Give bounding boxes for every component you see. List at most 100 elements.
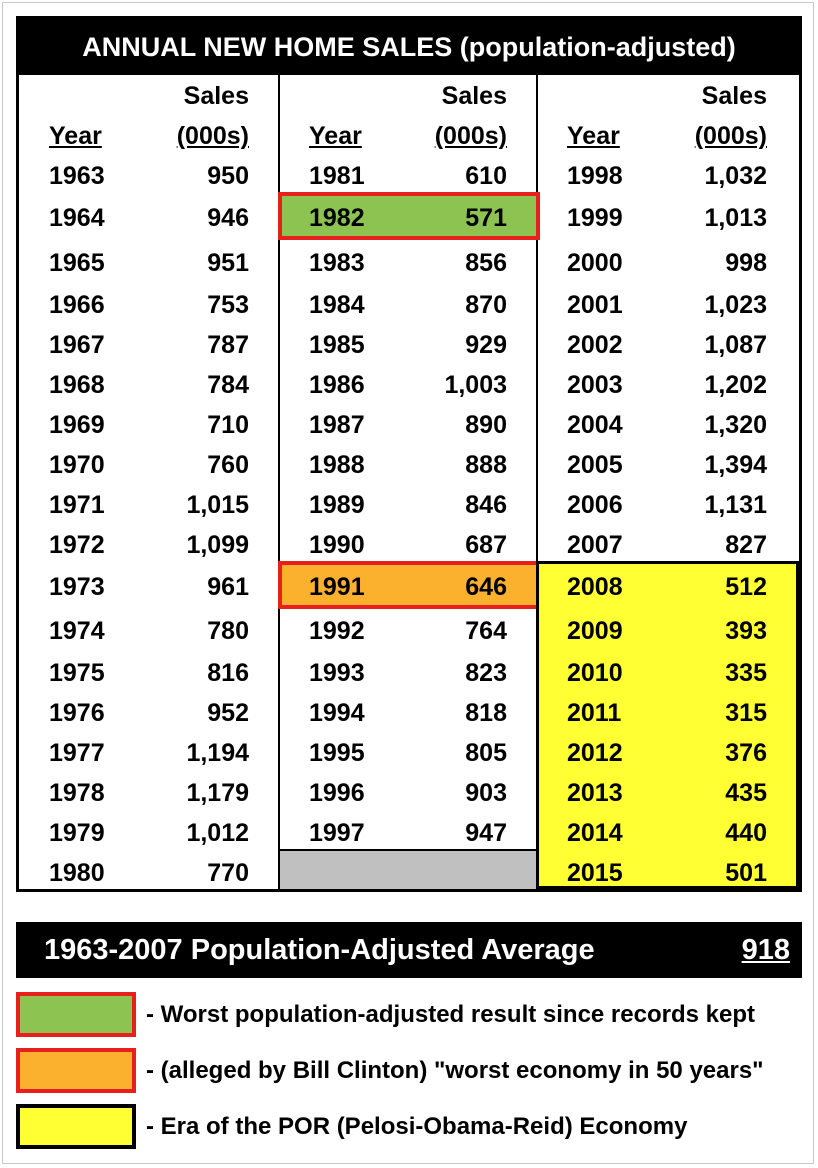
sales-cell: 827 (725, 531, 767, 559)
year-cell: 1988 (309, 451, 365, 479)
highlight-por-era (536, 561, 799, 889)
legend-text: - (alleged by Bill Clinton) "worst econo… (146, 1057, 764, 1084)
year-cell: 2009 (567, 617, 623, 645)
year-cell: 1973 (49, 573, 105, 601)
year-cell: 1998 (567, 162, 623, 190)
year-cell: 1999 (567, 204, 623, 232)
units-header: (000s) (694, 122, 767, 150)
year-cell: 1987 (309, 411, 365, 439)
column-divider (536, 75, 538, 889)
sales-table: ANNUAL NEW HOME SALES (population-adjust… (16, 16, 802, 892)
sales-cell: 784 (207, 371, 249, 399)
sales-cell: 1,099 (186, 531, 249, 559)
sales-cell: 1,394 (704, 451, 767, 479)
sales-cell: 1,194 (186, 739, 249, 767)
year-cell: 1969 (49, 411, 105, 439)
year-cell: 1990 (309, 531, 365, 559)
year-cell: 2001 (567, 291, 623, 319)
sales-header: Sales (701, 82, 767, 110)
sales-cell: 770 (207, 859, 249, 887)
sales-cell: 393 (725, 617, 767, 645)
sales-header: Sales (183, 82, 249, 110)
sales-cell: 646 (465, 573, 507, 601)
sales-cell: 890 (465, 411, 507, 439)
year-cell: 1974 (49, 617, 105, 645)
year-cell: 1985 (309, 331, 365, 359)
sales-cell: 710 (207, 411, 249, 439)
sales-cell: 818 (465, 699, 507, 727)
average-label: 1963-2007 Population-Adjusted Average (44, 934, 595, 966)
sales-cell: 903 (465, 779, 507, 807)
year-cell: 1977 (49, 739, 105, 767)
sales-cell: 512 (725, 573, 767, 601)
year-cell: 1993 (309, 659, 365, 687)
units-header: (000s) (434, 122, 507, 150)
year-cell: 1996 (309, 779, 365, 807)
sales-cell: 816 (207, 659, 249, 687)
sales-cell: 888 (465, 451, 507, 479)
year-cell: 2014 (567, 819, 623, 847)
sales-cell: 947 (465, 819, 507, 847)
average-value: 918 (741, 934, 790, 966)
sales-cell: 946 (207, 204, 249, 232)
year-cell: 2012 (567, 739, 623, 767)
year-cell: 1991 (309, 573, 365, 601)
year-cell: 1971 (49, 491, 105, 519)
year-cell: 2007 (567, 531, 623, 559)
year-header: Year (49, 122, 102, 150)
sales-cell: 1,003 (444, 371, 507, 399)
year-header: Year (309, 122, 362, 150)
column-divider (278, 75, 280, 889)
year-cell: 1995 (309, 739, 365, 767)
year-cell: 1979 (49, 819, 105, 847)
sales-cell: 1,179 (186, 779, 249, 807)
sales-cell: 950 (207, 162, 249, 190)
year-cell: 2015 (567, 859, 623, 887)
year-header: Year (567, 122, 620, 150)
sales-cell: 870 (465, 291, 507, 319)
sales-cell: 823 (465, 659, 507, 687)
year-cell: 2010 (567, 659, 623, 687)
sales-cell: 687 (465, 531, 507, 559)
year-cell: 1976 (49, 699, 105, 727)
sales-cell: 440 (725, 819, 767, 847)
year-cell: 1981 (309, 162, 365, 190)
sales-cell: 1,023 (704, 291, 767, 319)
sales-cell: 961 (207, 573, 249, 601)
year-cell: 1963 (49, 162, 105, 190)
sales-cell: 998 (725, 249, 767, 277)
legend-swatch (16, 1048, 136, 1093)
sales-cell: 376 (725, 739, 767, 767)
sales-cell: 1,087 (704, 331, 767, 359)
legend-swatch (16, 992, 136, 1037)
sales-cell: 764 (465, 617, 507, 645)
sales-cell: 435 (725, 779, 767, 807)
year-cell: 1970 (49, 451, 105, 479)
sales-cell: 1,015 (186, 491, 249, 519)
sales-cell: 787 (207, 331, 249, 359)
year-cell: 1964 (49, 204, 105, 232)
sales-cell: 952 (207, 699, 249, 727)
legend-swatch (16, 1104, 136, 1149)
sales-cell: 501 (725, 859, 767, 887)
sales-cell: 760 (207, 451, 249, 479)
year-cell: 2005 (567, 451, 623, 479)
year-cell: 1972 (49, 531, 105, 559)
sales-cell: 753 (207, 291, 249, 319)
year-cell: 2004 (567, 411, 623, 439)
year-cell: 2006 (567, 491, 623, 519)
year-cell: 2003 (567, 371, 623, 399)
sales-cell: 780 (207, 617, 249, 645)
empty-cell (280, 849, 536, 889)
year-cell: 1967 (49, 331, 105, 359)
sales-header: Sales (441, 82, 507, 110)
sales-cell: 1,013 (704, 204, 767, 232)
sales-cell: 1,032 (704, 162, 767, 190)
year-cell: 2013 (567, 779, 623, 807)
year-cell: 1965 (49, 249, 105, 277)
highlight-1991 (278, 561, 540, 609)
year-cell: 1994 (309, 699, 365, 727)
sales-cell: 846 (465, 491, 507, 519)
year-cell: 1980 (49, 859, 105, 887)
units-header: (000s) (176, 122, 249, 150)
